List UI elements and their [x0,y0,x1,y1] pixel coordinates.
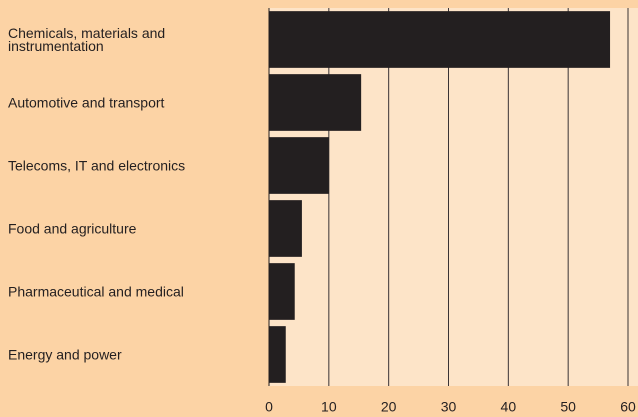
bar [269,11,611,68]
plot-area [269,8,638,386]
bar [269,74,362,131]
bar [269,326,286,383]
y-tick-label: Chemicals, materials and instrumentation [8,24,166,54]
y-tick-label: Food and agriculture [8,220,137,236]
y-tick-label: Energy and power [8,346,122,362]
x-tick-label: 10 [321,399,337,415]
y-tick-label: Pharmaceutical and medical [8,283,184,299]
x-tick-label: 50 [560,399,576,415]
x-tick-label: 30 [441,399,457,415]
y-tick-label: Telecoms, IT and electronics [8,157,186,173]
x-tick-label: 60 [620,399,636,415]
y-tick-label: Automotive and transport [8,94,165,110]
bar [269,200,302,257]
x-tick-label: 40 [501,399,517,415]
x-tick-label: 20 [381,399,397,415]
bar [269,263,295,320]
bar [269,137,329,194]
x-tick-label: 0 [265,399,273,415]
